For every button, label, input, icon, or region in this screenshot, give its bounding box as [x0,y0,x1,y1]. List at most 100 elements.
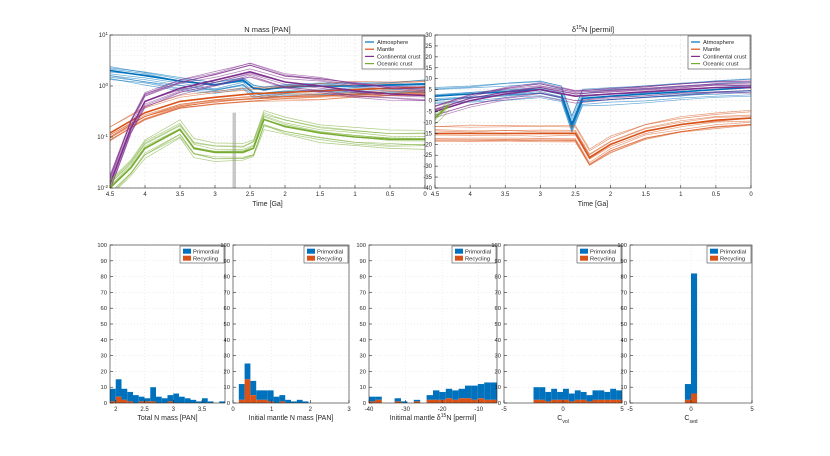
y-tick-label: -40 [423,186,432,192]
chart-title: δ15N [permil] [572,25,614,34]
series-line-oceanic-crust [110,114,425,182]
x-tick-label: 1.5 [641,192,650,198]
bar-recycling [598,399,605,403]
bar-primordial [173,393,179,403]
axes-box [109,34,426,189]
y-tick-label: 30 [495,354,501,360]
curve-group [110,62,425,188]
y-tick-label: 40 [495,338,501,344]
bar-recycling [110,401,116,403]
legend-label: Continental crust [377,54,421,60]
y-tick-label: 90 [101,259,107,265]
y-tick-label: 0 [363,401,366,407]
series-line-mantle [435,120,751,160]
bar-primordial [219,401,225,403]
x-tick-label: 4 [468,192,472,198]
y-tick-label: 10 [101,385,107,391]
legend-label: Primordial [193,250,219,256]
y-tick-label: -30 [423,164,432,170]
x-tick-label: 0.5 [712,192,721,198]
legend-label: Continental crust [703,54,747,60]
y-tick-label: 60 [224,306,230,312]
bar-primordial [610,388,617,400]
bar-primordial [592,390,599,400]
bar-recycling [433,399,440,403]
bar-recycling [115,396,122,403]
bar-recycling [580,399,587,403]
y-tick-label: -25 [423,153,432,159]
y-tick-label: 20 [224,369,230,375]
series-line-atmosphere [110,76,425,96]
bar-recycling [375,399,382,403]
series-line-oceanic-crust [110,110,425,181]
bar-primordial [256,390,262,400]
bar-recycling [238,399,245,403]
y-tick-label: 100 [99,82,109,91]
bar-primordial [539,387,546,400]
bar-primordial [545,391,552,402]
series-mean-oceanic-crust [435,104,450,119]
x-tick-label: 0 [423,192,427,198]
bar-primordial [250,380,257,396]
legend-label: Recycling [590,257,615,263]
series-line-continental-crust [435,91,751,116]
y-tick-label: 80 [495,275,501,281]
bar-primordial [691,273,698,394]
bar-recycling [545,401,552,403]
bar-primordial [433,390,440,400]
x-axis-label-part: C [557,415,562,422]
bar-primordial [296,399,303,403]
y-tick-label: -10 [423,120,432,126]
bar-primordial [110,388,116,402]
series-line-continental-crust [110,62,425,176]
bar-primordial [568,393,575,402]
legend-swatch [455,248,463,254]
bar-primordial [465,385,472,399]
series-line-oceanic-crust [110,119,425,187]
bar-recycling [121,399,128,403]
series-mean-oceanic-crust [110,118,425,188]
bar-recycling [458,398,465,403]
x-tick-label: 3 [347,407,351,413]
y-tick-label: 70 [621,290,627,296]
y-tick-label: 0 [624,401,627,407]
y-tick-base: 10 [97,186,104,192]
x-tick-label: 0 [689,407,693,413]
series-line-mantle [435,111,751,152]
x-axis-label-part: Initimal mantle δ [390,415,441,422]
bar-recycling [610,399,617,403]
y-tick-label: 100 [491,243,501,249]
bar-primordial [684,384,691,400]
y-tick-label: 40 [101,338,107,344]
x-axis-label-part: vol [562,419,568,425]
y-tick-label: 20 [360,369,366,375]
y-tick-label: 10 [360,385,366,391]
series-line-mantle [435,109,751,150]
bar-recycling [684,399,691,403]
y-tick-label: 30 [101,354,107,360]
x-tick-label: 2 [114,407,118,413]
bar-primordial [144,398,151,402]
x-tick-label: 2.5 [140,407,149,413]
bar-recycling [138,401,145,403]
legend-swatch [307,248,315,254]
series-line-continental-crust [435,80,751,107]
x-tick-label: 3.5 [198,407,207,413]
hist-panel-6: -5 0 50102030405060708090100CsedPrimordial… [617,243,754,425]
bar-recycling [279,401,286,403]
y-tick-label: 50 [224,322,230,328]
y-tick-label: -20 [423,142,432,148]
bar-primordial [244,363,251,380]
bar-primordial [291,401,297,403]
bar-primordial [375,396,382,400]
bar-primordial [616,390,622,400]
series-mean-mantle [435,117,751,159]
x-tick-label: 1 [353,192,357,198]
bar-primordial [273,396,280,403]
x-tick-label: 4.5 [431,192,440,198]
series-mean-continental-crust [110,70,425,185]
bar-primordial [533,387,540,400]
series-line-mantle [110,81,425,128]
